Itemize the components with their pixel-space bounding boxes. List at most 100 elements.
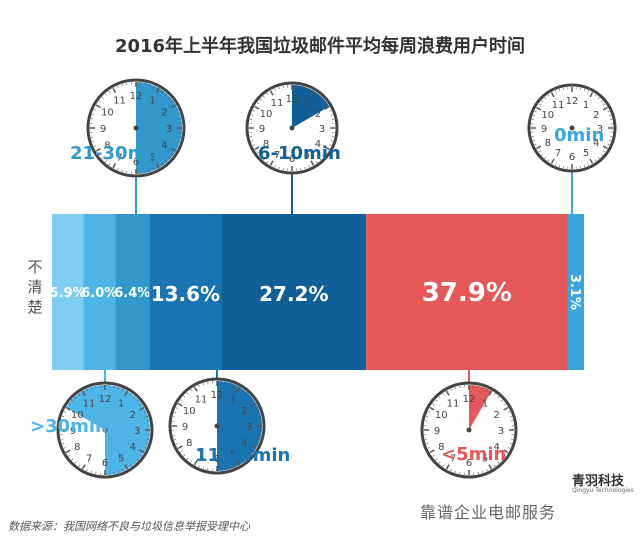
clock-tick [234, 465, 236, 468]
clock-tick [310, 90, 315, 96]
clock-center [466, 427, 472, 433]
clock-tick [93, 145, 96, 147]
clock-tick [108, 163, 111, 166]
clock-tick [329, 110, 332, 112]
clock-number: 11 [195, 394, 208, 405]
clock-tick [538, 150, 541, 153]
clock-tick [266, 93, 269, 96]
clock-number: 12 [130, 91, 143, 102]
clock-tick [248, 395, 251, 398]
clock-number: 5 [482, 454, 488, 465]
clock-tick [124, 464, 129, 470]
clock-tick [171, 104, 177, 109]
clock-tick [257, 411, 260, 413]
clock-tick [71, 399, 74, 402]
clock-tick [257, 439, 260, 441]
stacked-bar: 5.9%6.0%6.4% 13.6% 27.2% 37.9% 3.1% [50, 214, 584, 370]
clock-tick [186, 392, 189, 395]
clock-number: 6 [214, 454, 220, 465]
clock-tick [486, 469, 488, 472]
clock-number: 3 [246, 422, 252, 433]
clock-tick [117, 168, 119, 171]
clock-tick [587, 163, 589, 166]
clock-tick [93, 109, 96, 111]
clock-center [569, 125, 575, 131]
clock-tick [149, 169, 151, 172]
clock-number: 10 [71, 410, 84, 421]
clock-number: 12 [211, 390, 224, 401]
clock-tick [494, 393, 496, 396]
clock-number: 3 [498, 426, 504, 437]
clock-tick [139, 449, 145, 454]
clock-number: 10 [260, 109, 273, 120]
brand-name: 青羽科技 [572, 474, 625, 489]
clock-tick [139, 403, 142, 405]
clock-tick [251, 114, 254, 116]
clock-center [214, 423, 220, 429]
clock-tick [245, 457, 248, 460]
clock-number: 6 [102, 458, 108, 469]
clock-tick [324, 105, 330, 110]
clock-tick [550, 92, 555, 98]
clock-tick [269, 90, 274, 96]
bar-segment [149, 214, 222, 370]
clock-tick [503, 406, 509, 411]
clock-tick [482, 470, 484, 473]
clock-tick [432, 403, 435, 405]
clock-tick [74, 396, 77, 399]
clock-tick [497, 396, 500, 399]
clock-fill [292, 85, 330, 128]
clock-tick [597, 97, 600, 100]
clock-tick [65, 449, 71, 454]
clock-tick [256, 443, 259, 445]
clock-tick [202, 383, 204, 386]
clock-number: 2 [315, 109, 321, 120]
clock-number: 5 [583, 148, 589, 159]
clock-number: 12 [463, 394, 476, 405]
clock-number: 11 [113, 95, 126, 106]
clock-tick [607, 111, 610, 113]
clock-tick [171, 100, 174, 103]
clock-fill [469, 385, 492, 430]
row-label-char: 不 [27, 258, 42, 276]
clock-tick [497, 461, 500, 464]
data-label: 37.9% [422, 278, 512, 308]
clock-tick [95, 147, 101, 152]
clock-tick [450, 388, 452, 391]
clock-tick [98, 153, 101, 156]
bar-segment [115, 214, 150, 370]
clock-tick [503, 449, 509, 454]
clock-tick [175, 443, 178, 445]
clock-tick [603, 103, 606, 106]
clock-tick [600, 153, 603, 156]
clock-tick [242, 460, 244, 463]
row-label: 不清楚 [27, 258, 42, 316]
clock-fill [217, 381, 262, 471]
clock-tick [278, 87, 280, 90]
clock-tick [202, 466, 204, 469]
clock-tick [500, 458, 503, 461]
clock-tick [547, 94, 550, 97]
clock-number: 9 [434, 426, 440, 437]
clock-tick [78, 464, 80, 467]
clock-tick [177, 402, 183, 407]
clock-tick [454, 387, 456, 390]
clock-tick [544, 156, 547, 159]
clock-tick [450, 469, 452, 472]
clock-number: 10 [541, 110, 554, 121]
clock-tick [304, 166, 306, 169]
clock-number: 6 [289, 154, 295, 165]
clock-label: 6-10min [258, 143, 341, 164]
clock-number: 7 [274, 150, 280, 161]
clock-number: 4 [494, 442, 500, 453]
clock-tick [63, 447, 66, 449]
clock-tick [190, 389, 192, 392]
clock-tick [538, 103, 541, 106]
clock-tick [180, 399, 183, 401]
clock-number: 5 [230, 450, 236, 461]
data-label: 13.6% [151, 282, 220, 306]
clock-tick [583, 88, 585, 92]
clock-number: 9 [541, 124, 547, 135]
